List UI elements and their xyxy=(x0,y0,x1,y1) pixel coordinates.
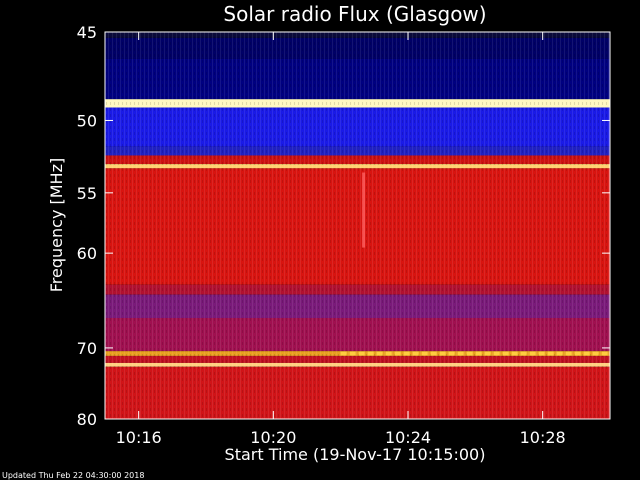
burst-mark xyxy=(484,351,491,356)
burst-mark xyxy=(475,351,482,356)
burst-mark xyxy=(601,351,608,356)
x-tick-label: 10:28 xyxy=(520,428,566,447)
burst-mark xyxy=(394,351,401,356)
plot-texture xyxy=(105,32,610,419)
y-tick-label: 45 xyxy=(77,23,97,42)
y-axis-title: Frequency [MHz] xyxy=(47,158,66,292)
burst-mark xyxy=(565,351,572,356)
x-tick-label: 10:20 xyxy=(250,428,296,447)
burst-mark xyxy=(349,351,356,356)
burst-mark xyxy=(520,351,527,356)
plot-frame xyxy=(104,31,611,420)
burst-mark xyxy=(358,351,365,356)
y-tick-label: 70 xyxy=(77,339,97,358)
burst-mark xyxy=(385,351,392,356)
burst-mark xyxy=(439,351,446,356)
y-axis: 45 50 55 60 70 80 xyxy=(77,23,610,429)
y-tick-label: 80 xyxy=(77,410,97,429)
burst-mark xyxy=(502,351,509,356)
burst-mark xyxy=(583,351,590,356)
footer-updated: Updated Thu Feb 22 04:30:00 2018 xyxy=(2,471,144,480)
burst-mark xyxy=(430,351,437,356)
spike-mark xyxy=(362,172,366,248)
y-tick-label: 50 xyxy=(77,111,97,130)
burst-mark xyxy=(574,351,581,356)
burst-mark xyxy=(556,351,563,356)
burst-mark xyxy=(547,351,554,356)
burst-mark xyxy=(457,351,464,356)
burst-mark xyxy=(511,351,518,356)
x-axis: 10:16 10:20 10:24 10:28 xyxy=(116,32,566,447)
burst-mark xyxy=(376,351,383,356)
burst-mark xyxy=(412,351,419,356)
burst-mark xyxy=(421,351,428,356)
burst-mark xyxy=(529,351,536,356)
burst-mark xyxy=(367,351,374,356)
x-tick-label: 10:16 xyxy=(116,428,162,447)
burst-mark xyxy=(466,351,473,356)
burst-mark xyxy=(493,351,500,356)
x-tick-label: 10:24 xyxy=(385,428,431,447)
burst-mark xyxy=(403,351,410,356)
burst-mark xyxy=(340,351,347,356)
x-axis-title: Start Time (19-Nov-17 10:15:00) xyxy=(225,445,486,464)
burst-mark xyxy=(538,351,545,356)
burst-mark xyxy=(592,351,599,356)
y-tick-label: 60 xyxy=(77,244,97,263)
spectrogram-features xyxy=(340,172,608,356)
chart-title: Solar radio Flux (Glasgow) xyxy=(223,2,486,26)
y-tick-label: 55 xyxy=(77,184,97,203)
burst-mark xyxy=(448,351,455,356)
